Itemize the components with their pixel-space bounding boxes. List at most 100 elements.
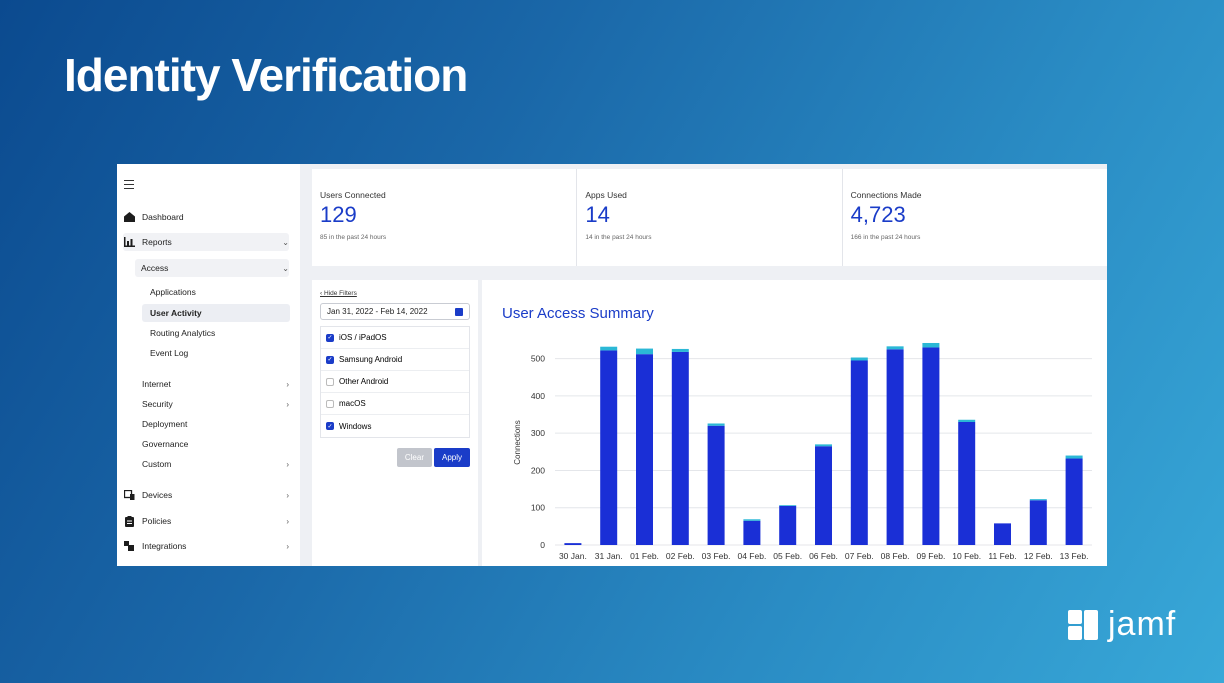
sidebar-item-integrations[interactable]: Integrations ›	[123, 537, 289, 555]
date-range-picker[interactable]: Jan 31, 2022 - Feb 14, 2022	[320, 303, 470, 320]
stat-apps-used: Apps Used 14 14 in the past 24 hours	[577, 169, 843, 266]
sidebar-item-security[interactable]: Security ›	[142, 396, 289, 412]
stat-sub: 85 in the past 24 hours	[320, 234, 387, 241]
bar	[743, 520, 761, 545]
x-tick-label: 04 Feb.	[737, 551, 766, 561]
bar	[600, 346, 618, 351]
platform-filter-list: ✓ iOS / iPadOS ✓ Samsung Android Other A…	[320, 326, 470, 438]
sidebar-item-deployment[interactable]: Deployment	[142, 416, 289, 432]
sidebar-item-custom[interactable]: Custom ›	[142, 456, 289, 472]
stat-sub: 14 in the past 24 hours	[585, 234, 652, 241]
chart-panel: User Access Summary 0 100 200 300 400 500 Conn…	[482, 280, 1107, 566]
x-tick-label: 09 Feb.	[916, 551, 945, 561]
clear-button[interactable]: Clear	[396, 448, 432, 467]
sidebar-item-label: Custom	[142, 459, 172, 469]
bar	[636, 348, 653, 355]
stat-label: Users Connected	[320, 190, 386, 200]
y-tick-label: 400	[531, 391, 545, 401]
sidebar-item-label: Access	[141, 263, 169, 273]
sidebar-item-internet[interactable]: Internet ›	[142, 376, 289, 392]
sidebar-item-user-activity[interactable]: User Activity	[142, 304, 290, 322]
bar	[958, 422, 976, 545]
checkbox-unchecked[interactable]	[326, 377, 334, 386]
x-tick-label: 06 Feb.	[809, 551, 838, 561]
hide-filters-link[interactable]: ‹ Hide Filters	[320, 290, 357, 297]
chart-title: User Access Summary	[502, 305, 654, 322]
menu-icon[interactable]	[124, 180, 134, 190]
checkbox-checked[interactable]: ✓	[326, 422, 334, 430]
bar	[850, 360, 868, 545]
sidebar-item-governance[interactable]: Governance	[142, 436, 289, 452]
x-tick-label: 31 Jan.	[595, 551, 623, 561]
sidebar-item-label: Dashboard	[142, 212, 184, 222]
chevron-right-icon: ›	[286, 541, 289, 551]
bar-chart-icon	[123, 236, 135, 248]
sidebar-item-dashboard[interactable]: Dashboard	[123, 208, 289, 226]
checkbox-unchecked[interactable]	[326, 399, 334, 408]
sidebar-item-event-log[interactable]: Event Log	[150, 348, 189, 358]
bar	[707, 425, 725, 545]
filter-option-label: iOS / iPadOS	[339, 333, 387, 342]
stat-connections-made: Connections Made 4,723 166 in the past 2…	[843, 169, 1107, 266]
bar	[1029, 500, 1047, 545]
checkbox-checked[interactable]: ✓	[326, 333, 334, 342]
sidebar-item-devices[interactable]: Devices ›	[123, 486, 289, 504]
bar	[958, 419, 976, 422]
y-tick-label: 100	[531, 503, 545, 513]
bar	[815, 444, 832, 447]
y-tick-label: 500	[531, 354, 545, 364]
filter-option-macos[interactable]: macOS	[321, 393, 469, 415]
x-tick-label: 02 Feb.	[666, 551, 695, 561]
x-tick-label: 07 Feb.	[845, 551, 874, 561]
sidebar-item-label: Policies	[142, 516, 172, 526]
sidebar-item-label: Governance	[142, 439, 189, 449]
sidebar-item-label: Devices	[142, 490, 173, 500]
stat-value: 14	[585, 202, 610, 227]
filter-option-windows[interactable]: ✓ Windows	[321, 415, 469, 437]
filter-option-label: Windows	[339, 421, 372, 431]
stat-label: Connections Made	[850, 190, 922, 200]
apply-button[interactable]: Apply	[433, 448, 470, 467]
chevron-down-icon: ⌄	[282, 237, 289, 247]
bar	[994, 523, 1011, 545]
x-tick-label: 11 Feb.	[988, 551, 1016, 561]
sidebar-item-label: Deployment	[142, 419, 188, 429]
filter-option-other-android[interactable]: Other Android	[321, 371, 469, 393]
sidebar: Dashboard Reports ⌄ Access ⌄ Application…	[117, 164, 300, 566]
sidebar-item-reports[interactable]: Reports ⌄	[123, 233, 289, 251]
bar	[671, 351, 689, 545]
bar	[922, 347, 940, 545]
filter-option-samsung-android[interactable]: ✓ Samsung Android	[321, 349, 469, 371]
sidebar-item-policies[interactable]: Policies ›	[123, 512, 289, 530]
bar	[1065, 458, 1083, 545]
stats-bar: Users Connected 129 85 in the past 24 ho…	[312, 169, 1107, 266]
x-tick-label: 08 Feb.	[881, 551, 910, 561]
y-tick-label: 0	[540, 540, 545, 550]
sidebar-item-label: Internet	[142, 379, 171, 389]
user-access-chart: 0 100 200 300 400 500 Connections 30 Jan. 31 Jan…	[513, 342, 1092, 561]
sidebar-item-access[interactable]: Access ⌄	[135, 259, 289, 277]
jamf-logo-mark	[1068, 609, 1098, 640]
filter-option-label: Other Android	[339, 377, 389, 386]
checkbox-checked[interactable]: ✓	[326, 355, 334, 364]
stat-value: 4,723	[850, 202, 906, 227]
bar	[886, 346, 904, 350]
chevron-right-icon: ›	[286, 516, 289, 526]
sidebar-item-routing-analytics[interactable]: Routing Analytics	[150, 328, 216, 338]
stat-users-connected: Users Connected 129 85 in the past 24 ho…	[312, 169, 578, 266]
sidebar-item-label: Reports	[142, 237, 172, 247]
calendar-icon[interactable]	[455, 307, 463, 316]
jamf-logo: jamf	[1068, 605, 1176, 644]
filter-option-ios[interactable]: ✓ iOS / iPadOS	[321, 327, 469, 349]
x-tick-label: 10 Feb.	[952, 551, 981, 561]
sidebar-item-applications[interactable]: Applications	[150, 287, 196, 297]
chevron-right-icon: ›	[286, 459, 289, 469]
filters-panel: ‹ Hide Filters Jan 31, 2022 - Feb 14, 20…	[312, 280, 478, 566]
sidebar-item-label: Integrations	[142, 541, 187, 551]
filter-actions: Clear Apply	[320, 448, 470, 467]
bar	[850, 357, 868, 361]
x-tick-label: 03 Feb.	[702, 551, 731, 561]
bar	[600, 350, 618, 545]
bar	[922, 342, 940, 348]
bar	[815, 446, 832, 545]
